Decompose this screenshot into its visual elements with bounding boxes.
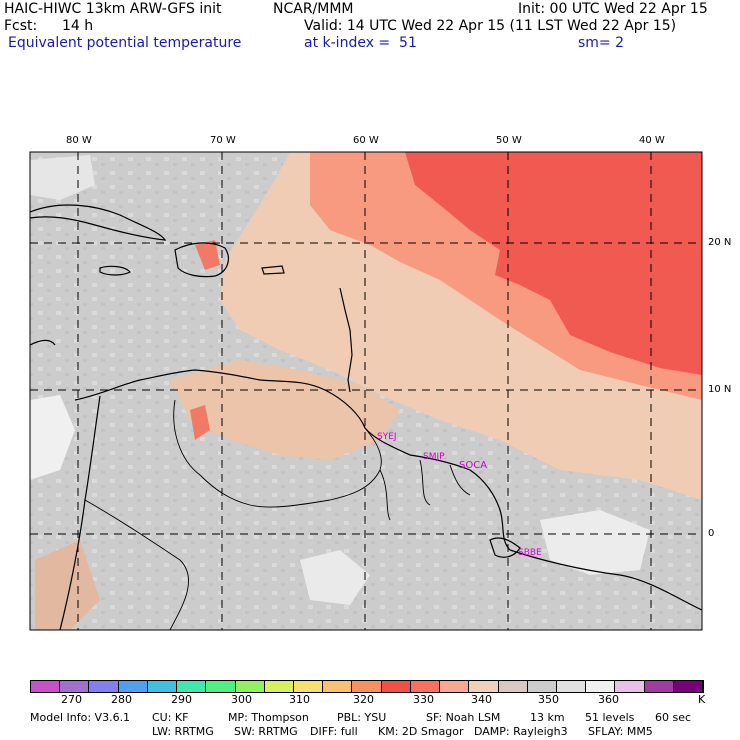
lon-label-60w: 60 W <box>353 135 379 146</box>
colorbar-swatch-8 <box>264 681 294 692</box>
footer-levels: 51 levels <box>585 711 635 724</box>
footer-sw: SW: RRTMG <box>234 725 298 738</box>
borders <box>84 399 471 630</box>
colorbar-swatch-19 <box>586 681 616 692</box>
footer-resolution: 13 km <box>530 711 565 724</box>
colorbar-swatch-10 <box>323 681 353 692</box>
footer-damp: DAMP: Rayleigh3 <box>474 725 568 738</box>
colorbar-swatch-4 <box>147 681 178 692</box>
lon-label-70w: 70 W <box>210 135 236 146</box>
map-frame <box>29 151 703 631</box>
colorbar-label-350: 350 <box>538 693 559 706</box>
forecast-label: Fcst: <box>4 18 38 34</box>
station-syej: SYEJ <box>377 432 397 442</box>
colorbar-swatch-17 <box>527 681 557 692</box>
colorbar-swatch-7 <box>235 681 265 692</box>
footer-mp: MP: Thompson <box>228 711 309 724</box>
graticule <box>30 152 702 630</box>
border-guyana <box>379 469 391 521</box>
colorbar-swatch-15 <box>469 681 499 692</box>
field-peach-venezuela <box>170 360 400 460</box>
colorbar-label-300: 300 <box>231 693 252 706</box>
coast-south-america <box>74 369 702 611</box>
coast-cuba <box>30 204 167 241</box>
lon-label-80w: 80 W <box>66 135 92 146</box>
colorbar-swatch-16 <box>498 681 528 692</box>
valid-time: Valid: 14 UTC Wed 22 Apr 15 (11 LST Wed … <box>304 18 677 34</box>
field-name: Equivalent potential temperature <box>8 35 242 51</box>
colorbar-swatch-14 <box>440 681 470 692</box>
footer-lw: LW: RRTMG <box>152 725 214 738</box>
colorbar-swatch-2 <box>89 681 119 692</box>
colorbar-label-360: 360 <box>598 693 619 706</box>
field-light-west <box>30 395 75 480</box>
border-col-ven <box>173 399 251 506</box>
station-sbbe: SBBE <box>518 548 542 558</box>
colorbar-label-290: 290 <box>171 693 192 706</box>
border-fr-guiana <box>449 464 471 496</box>
org-label: NCAR/MMM <box>273 1 354 17</box>
colorbar-swatch-22 <box>673 681 704 692</box>
colorbar-label-340: 340 <box>471 693 492 706</box>
init-time: Init: 00 UTC Wed 22 Apr 15 <box>518 1 708 17</box>
theta-e-field <box>30 152 702 630</box>
field-red-core <box>405 152 702 375</box>
field-warm-hispaniola <box>195 240 220 270</box>
forecast-hour: 14 h <box>62 18 94 34</box>
station-smjp: SMJP <box>423 452 445 462</box>
footer-timestep: 60 sec <box>655 711 692 724</box>
lat-label-0: 0 <box>708 528 715 539</box>
colorbar-swatch-21 <box>644 681 674 692</box>
colorbar-swatch-0 <box>31 681 61 692</box>
coast-lesser-antilles <box>339 287 353 393</box>
lat-label-10n: 10 N <box>708 384 732 395</box>
station-soca: SOCA <box>459 460 488 471</box>
colorbar <box>30 680 704 693</box>
colorbar-swatch-9 <box>293 681 324 692</box>
field-light-se <box>540 510 650 575</box>
colorbar-label-270: 270 <box>61 693 82 706</box>
colorbar-unit: K <box>698 693 706 706</box>
colorbar-swatch-3 <box>118 681 148 692</box>
colorbar-swatch-13 <box>410 681 441 692</box>
field-peach-sw <box>35 540 100 630</box>
smoothing-label: sm= 2 <box>578 35 625 51</box>
colorbar-label-330: 330 <box>413 693 434 706</box>
field-warm-spot <box>190 405 210 440</box>
level-label: at k-index = 51 <box>304 35 417 51</box>
coast-puerto-rico <box>261 265 285 275</box>
coast-marajo <box>489 537 521 558</box>
colorbar-label-280: 280 <box>111 693 132 706</box>
lon-label-40w: 40 W <box>639 135 665 146</box>
footer-km: KM: 2D Smagor <box>378 725 464 738</box>
border-col-peru <box>84 499 189 630</box>
colorbar-swatch-20 <box>615 681 645 692</box>
colorbar-swatch-6 <box>206 681 236 692</box>
model-title: HAIC-HIWC 13km ARW-GFS init <box>4 1 222 17</box>
colorbar-label-320: 320 <box>353 693 374 706</box>
border-suriname <box>419 459 431 506</box>
colorbar-swatch-12 <box>381 681 411 692</box>
footer-diff: DIFF: full <box>310 725 358 738</box>
footer-pbl: PBL: YSU <box>337 711 387 724</box>
footer-cu: CU: KF <box>152 711 189 724</box>
colorbar-swatch-18 <box>556 681 587 692</box>
colorbar-label-310: 310 <box>289 693 310 706</box>
colorbar-swatch-5 <box>177 681 207 692</box>
colorbar-swatch-1 <box>60 681 90 692</box>
footer-sf: SF: Noah LSM <box>426 711 501 724</box>
field-light-south <box>300 550 370 605</box>
coast-jamaica <box>99 265 131 276</box>
footer-model-info: Model Info: V3.6.1 <box>30 711 131 724</box>
colorbar-swatch-11 <box>352 681 382 692</box>
field-light-nw <box>30 155 95 200</box>
coast-central-america <box>30 339 56 346</box>
lat-label-20n: 20 N <box>708 237 732 248</box>
lon-label-50w: 50 W <box>496 135 522 146</box>
footer-sflay: SFLAY: MM5 <box>588 725 653 738</box>
border-ven-bra <box>249 427 382 508</box>
